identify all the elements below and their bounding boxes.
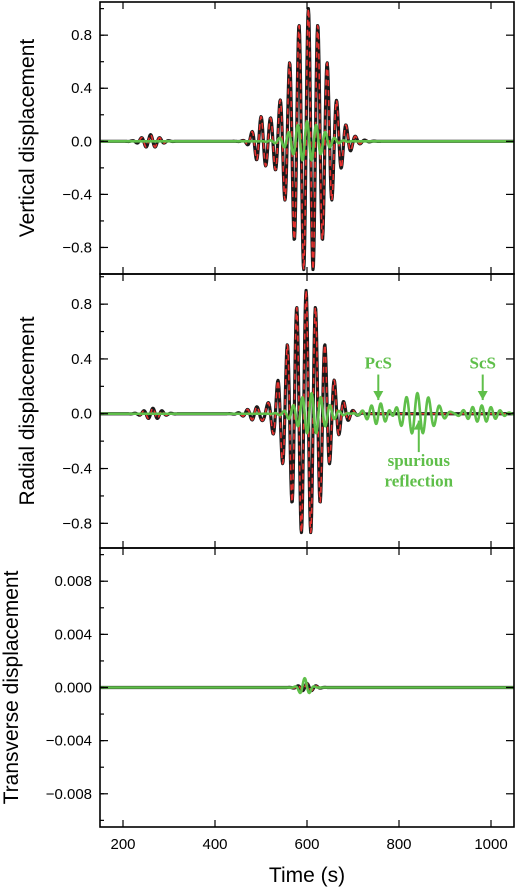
series-black-solid: [100, 7, 514, 272]
y-tick-label: −0.4: [62, 186, 92, 203]
arrow-head: [373, 391, 384, 401]
y-tick-label: −0.4: [62, 461, 92, 478]
traces: [100, 288, 514, 535]
annotation-scs: ScS: [469, 354, 495, 373]
traces: [100, 676, 514, 695]
series-green-solid: [100, 391, 514, 435]
series-green-solid: [100, 120, 514, 162]
x-tick-label: 400: [202, 836, 227, 853]
y-tick-label: −0.8: [62, 239, 92, 256]
y-tick-label: 0.008: [54, 573, 92, 590]
y-tick-label: 0.000: [54, 680, 92, 697]
y-tick-label: −0.004: [46, 733, 92, 750]
series-red-dashed: [100, 7, 514, 271]
y-tick-label: −0.008: [46, 786, 92, 803]
y-tick-label: 0.8: [71, 296, 92, 313]
annotation-reflection: reflection: [384, 471, 453, 490]
arrow-head: [477, 391, 488, 401]
panel-3: −0.008 −0.004 0.000 0.004 0.008 Transverse di…: [0, 547, 515, 887]
annotation-pcs: PcS: [365, 354, 392, 373]
y-tick-label: 0.004: [54, 626, 92, 643]
annotation-spurious: spurious: [388, 451, 451, 470]
y-tick-label: 0.0: [71, 406, 92, 423]
x-tick-label: 200: [110, 836, 135, 853]
y-axis-label: Radial displacement: [16, 316, 39, 505]
y-axis-label: Vertical displacement: [16, 39, 39, 238]
x-tick-label: 600: [294, 836, 319, 853]
y-tick-label: 0.0: [71, 133, 92, 150]
x-tick-label: 800: [386, 836, 411, 853]
panel-1: −0.8 −0.4 0.0 0.4 0.8 Vertical displacement: [16, 1, 515, 275]
y-tick-label: −0.8: [62, 515, 92, 532]
traces: [100, 7, 514, 272]
series-red-dashed: [100, 289, 514, 534]
y-axis-label: Transverse displacement: [0, 570, 23, 804]
y-tick-label: 0.4: [71, 80, 92, 97]
y-tick-label: 0.8: [71, 27, 92, 44]
panel-2: −0.8 −0.4 0.0 0.4 0.8 Radial displacement PcS S…: [16, 273, 515, 549]
x-axis-label: Time (s): [269, 864, 345, 887]
arrow-head: [413, 420, 424, 430]
x-tick-label: 1000: [474, 836, 507, 853]
series-green-solid: [100, 676, 514, 695]
y-tick-label: 0.4: [71, 351, 92, 368]
